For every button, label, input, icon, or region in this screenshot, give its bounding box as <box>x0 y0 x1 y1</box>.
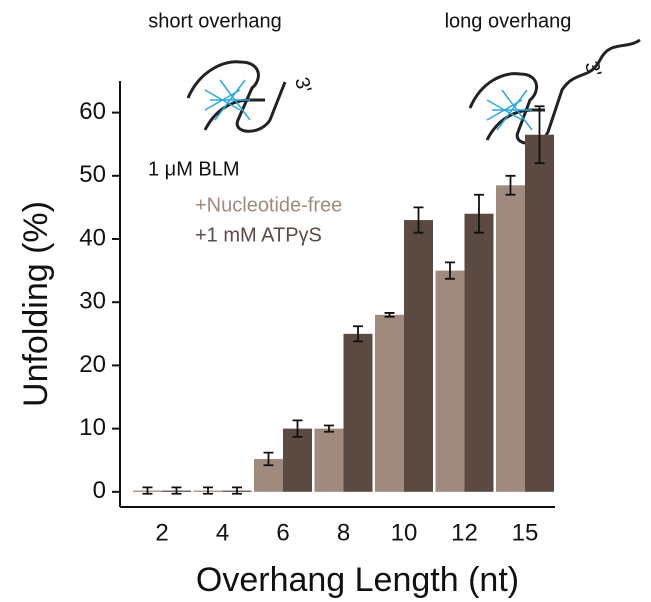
x-tick-label: 12 <box>451 519 478 546</box>
error-bar <box>142 486 153 495</box>
x-tick-label: 2 <box>155 519 168 546</box>
y-tick-label: 30 <box>79 288 106 315</box>
bar <box>343 333 373 492</box>
legend-label: +Nucleotide-free <box>195 194 342 216</box>
y-tick-label: 60 <box>79 98 106 125</box>
error-bar <box>505 174 516 196</box>
bar <box>404 220 433 492</box>
bar <box>283 428 312 492</box>
error-bar <box>203 486 213 495</box>
error-bar <box>171 486 182 495</box>
y-tick-label: 0 <box>93 477 106 504</box>
bar <box>525 134 554 492</box>
x-tick-label: 15 <box>512 519 539 546</box>
bar <box>496 185 525 492</box>
error-bar <box>413 206 424 234</box>
bar <box>314 428 344 492</box>
x-tick-label: 10 <box>391 519 418 546</box>
annotation: 1 μM BLM <box>148 158 240 180</box>
y-tick-label: 40 <box>79 224 106 251</box>
y-tick-label: 10 <box>79 414 106 441</box>
bar <box>375 314 404 492</box>
error-bar <box>324 424 334 433</box>
error-bar <box>353 325 363 343</box>
bar <box>435 270 465 492</box>
annotation: long overhang <box>445 10 572 32</box>
y-axis-title: Unfolding (%) <box>17 201 55 407</box>
error-bar <box>292 419 303 438</box>
error-bar <box>232 486 242 495</box>
annotation: 3' <box>290 75 315 95</box>
error-bar <box>445 261 455 280</box>
g-quadruplex-bonds <box>204 79 533 131</box>
y-tick-label: 20 <box>79 351 106 378</box>
legend-label: +1 mM ATPγS <box>195 224 322 246</box>
x-tick-label: 6 <box>276 519 289 546</box>
y-tick-label: 50 <box>79 161 106 188</box>
bar <box>464 213 494 492</box>
x-tick-label: 8 <box>337 519 350 546</box>
x-axis-title: Overhang Length (nt) <box>196 561 519 599</box>
g-quadruplex-icon <box>186 38 641 145</box>
error-bar <box>263 451 274 467</box>
error-bar <box>534 105 545 165</box>
error-bar <box>474 193 484 234</box>
error-bar <box>384 312 395 318</box>
x-tick-label: 4 <box>216 519 229 546</box>
annotation: short overhang <box>148 10 281 32</box>
